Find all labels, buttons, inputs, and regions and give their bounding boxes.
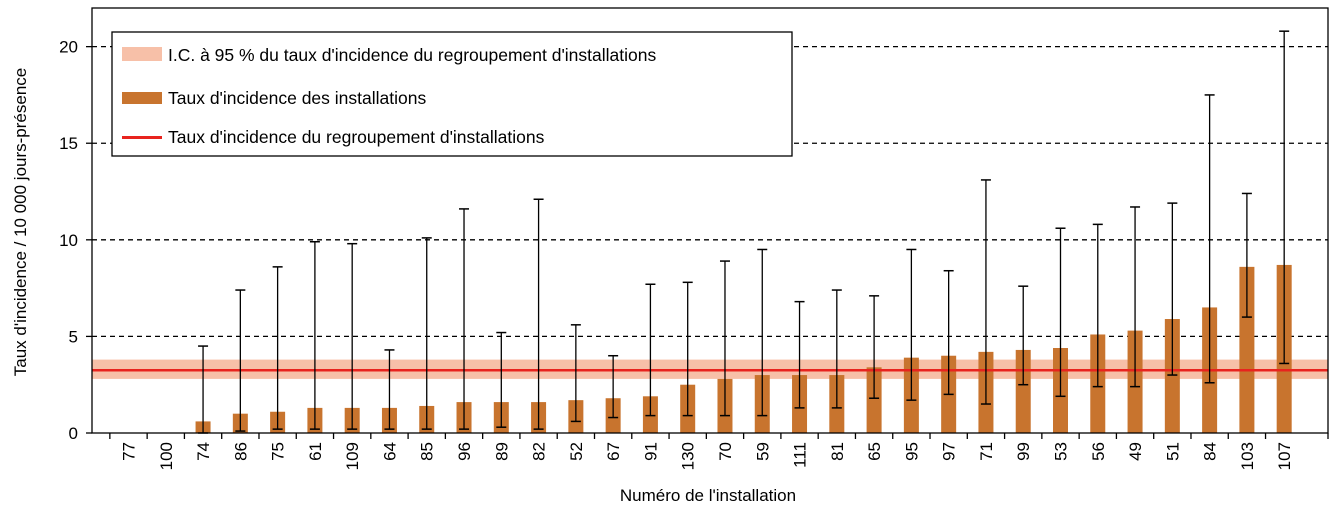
x-tick-label-53: 53 (1052, 442, 1071, 461)
legend-swatch-line (122, 136, 162, 139)
error-bar-86 (235, 289, 246, 432)
x-tick-label-71: 71 (977, 442, 996, 461)
error-bar-53 (1055, 227, 1066, 398)
error-bar-56 (1092, 223, 1103, 388)
x-tick-labels: 77 100 74 86 75 61 109 64 85 96 89 82 52 67 91 130 70 59 1… (120, 442, 1295, 470)
y-tick-label-10: 10 (59, 231, 78, 250)
error-bar-71 (980, 179, 991, 405)
bar-65 (866, 367, 882, 433)
legend-swatch-band (122, 47, 162, 61)
x-tick-label-82: 82 (530, 442, 549, 461)
x-tick-label-111: 111 (791, 442, 810, 468)
bar-103 (1239, 266, 1255, 433)
x-tick-label-100: 100 (157, 442, 176, 470)
error-bar-107 (1279, 30, 1290, 365)
x-tick-label-65: 65 (865, 442, 884, 461)
error-bar-103 (1241, 192, 1252, 318)
axes (86, 7, 1329, 439)
x-tick-label-85: 85 (418, 442, 437, 461)
legend-box (111, 31, 793, 157)
y-tick-label-15: 15 (59, 134, 78, 153)
error-bar-96 (459, 208, 470, 430)
x-tick-label-70: 70 (716, 442, 735, 461)
legend-entry-line: Taux d'incidence du regroupement d'insta… (168, 127, 545, 147)
error-bar-91 (645, 283, 656, 417)
legend-entry-band: I.C. à 95 % du taux d'incidence du regro… (168, 45, 656, 65)
x-tick-label-99: 99 (1014, 442, 1033, 461)
bars-layer (195, 264, 1292, 433)
x-tick-label-51: 51 (1163, 442, 1182, 461)
error-bar-109 (347, 242, 358, 430)
error-bar-85 (421, 237, 432, 430)
x-tick-label-77: 77 (120, 442, 139, 461)
x-tick-label-49: 49 (1126, 442, 1145, 461)
y-tick-label-5: 5 (69, 327, 78, 346)
x-tick-label-81: 81 (828, 442, 847, 461)
x-tick-label-86: 86 (231, 442, 250, 461)
x-tick-label-89: 89 (492, 442, 511, 461)
error-bars-layer (198, 30, 1290, 434)
x-axis-title: Numéro de l'installation (620, 486, 796, 505)
error-bar-49 (1130, 206, 1141, 388)
x-tick-label-67: 67 (604, 442, 623, 461)
x-tick-label-109: 109 (343, 442, 362, 470)
error-bar-52 (570, 324, 581, 423)
x-tick-label-96: 96 (455, 442, 474, 461)
x-tick-label-74: 74 (194, 442, 213, 461)
x-tick-label-130: 130 (679, 442, 698, 470)
x-tick-label-75: 75 (269, 442, 288, 461)
x-tick-label-59: 59 (753, 442, 772, 461)
x-tick-label-91: 91 (641, 442, 660, 461)
error-bar-59 (757, 248, 768, 417)
error-bar-67 (608, 354, 619, 419)
error-bar-74 (198, 345, 209, 434)
error-bar-64 (384, 349, 395, 430)
x-tick-label-84: 84 (1201, 442, 1220, 461)
gridlines (92, 45, 1328, 338)
x-tick-label-103: 103 (1238, 442, 1257, 470)
error-bar-84 (1204, 94, 1215, 384)
error-bar-51 (1167, 202, 1178, 376)
error-bar-97 (943, 269, 954, 396)
error-bar-81 (831, 289, 842, 409)
error-bar-89 (496, 331, 507, 428)
y-axis-title: Taux d'incidence / 10 000 jours-présence (11, 68, 30, 377)
error-bar-75 (272, 266, 283, 430)
legend: I.C. à 95 % du taux d'incidence du regro… (111, 31, 793, 157)
error-bar-95 (906, 248, 917, 401)
x-tick-label-56: 56 (1089, 442, 1108, 461)
x-tick-label-97: 97 (940, 442, 959, 461)
error-bar-61 (309, 241, 320, 430)
error-bar-111 (794, 300, 805, 409)
y-tick-label-0: 0 (69, 424, 78, 443)
x-tick-label-52: 52 (567, 442, 586, 461)
error-bar-82 (533, 198, 544, 430)
error-bar-99 (1018, 285, 1029, 386)
legend-entry-bars: Taux d'incidence des installations (168, 88, 426, 108)
axis-titles: Taux d'incidence / 10 000 jours-présence… (11, 68, 796, 505)
y-tick-label-20: 20 (59, 38, 78, 57)
x-tick-label-107: 107 (1275, 442, 1294, 470)
y-tick-labels: 0 5 10 15 20 (59, 38, 78, 443)
error-bar-65 (869, 295, 880, 399)
legend-swatch-bars (122, 92, 162, 104)
plot-frame (91, 7, 1329, 434)
error-bar-70 (719, 260, 730, 417)
error-bar-130 (682, 281, 693, 417)
x-tick-label-95: 95 (902, 442, 921, 461)
x-tick-label-61: 61 (306, 442, 325, 461)
x-tick-label-64: 64 (380, 442, 399, 461)
bar-51 (1164, 319, 1180, 433)
